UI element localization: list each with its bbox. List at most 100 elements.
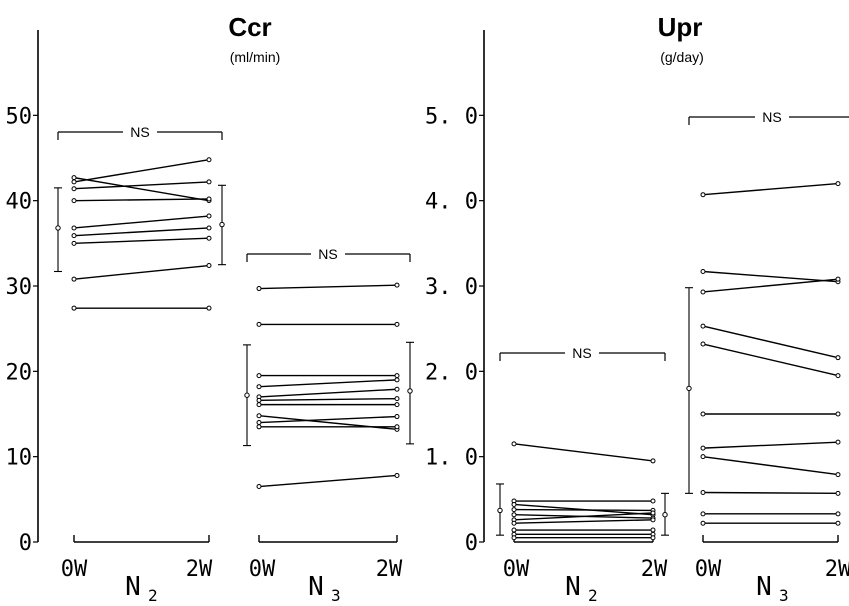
series-segment bbox=[258, 379, 398, 388]
series-line bbox=[71, 196, 212, 204]
y-tick-label: 50 bbox=[6, 104, 33, 129]
data-point bbox=[511, 507, 517, 513]
data-point bbox=[394, 414, 400, 420]
data-point bbox=[700, 323, 706, 329]
data-point bbox=[71, 175, 77, 181]
series-line bbox=[700, 454, 841, 478]
data-point bbox=[700, 192, 706, 198]
y-tick-label: 20 bbox=[6, 360, 33, 385]
data-point bbox=[835, 520, 841, 526]
data-point bbox=[511, 441, 517, 447]
series-line bbox=[700, 323, 841, 361]
series-segment bbox=[513, 508, 654, 512]
error-bar-0w-mean-point bbox=[686, 385, 692, 392]
y-tick-label: 30 bbox=[6, 275, 33, 300]
series-line bbox=[256, 424, 400, 430]
group-label-subscript: 3 bbox=[779, 586, 789, 605]
series-line bbox=[700, 276, 841, 295]
y-tick-label: 3. 0 bbox=[425, 275, 478, 300]
data-point bbox=[256, 321, 262, 327]
data-point bbox=[835, 181, 841, 187]
data-point bbox=[835, 355, 841, 361]
group-label-subscript: 3 bbox=[331, 586, 341, 605]
data-point bbox=[700, 445, 706, 451]
data-point bbox=[71, 276, 77, 282]
series-line bbox=[71, 263, 212, 282]
data-point bbox=[256, 397, 262, 403]
error-bar-0w-mean-point bbox=[244, 392, 250, 398]
series-line bbox=[71, 225, 212, 239]
chart-upr: Upr(g/day)01. 02. 03. 04. 05. 00W 2WN 2NS0… bbox=[425, 12, 849, 605]
significance-label: NS bbox=[130, 124, 149, 140]
chart-title: Upr bbox=[658, 12, 703, 42]
error-bar-2w-mean-point bbox=[219, 221, 225, 228]
series-line bbox=[256, 386, 400, 400]
y-tick-label: 10 bbox=[6, 446, 33, 471]
group-label-subscript: 2 bbox=[588, 586, 598, 605]
data-point bbox=[511, 535, 517, 541]
series-line bbox=[700, 439, 841, 451]
series-segment bbox=[73, 198, 210, 202]
series-segment bbox=[702, 182, 839, 196]
series-segment bbox=[702, 343, 839, 377]
series-line bbox=[256, 282, 400, 292]
series-line bbox=[700, 520, 841, 526]
data-point bbox=[206, 235, 212, 241]
series-segment bbox=[258, 284, 398, 290]
data-point bbox=[650, 510, 656, 516]
x-tick-label: 0W bbox=[249, 557, 276, 582]
y-tick-label: 5. 0 bbox=[425, 104, 478, 129]
data-point bbox=[700, 490, 706, 496]
series-line bbox=[71, 213, 212, 231]
data-point bbox=[835, 411, 841, 417]
data-point bbox=[394, 377, 400, 383]
series-segment bbox=[702, 325, 839, 359]
data-point bbox=[650, 535, 656, 541]
series-segment bbox=[258, 388, 398, 398]
unit-label: (ml/min) bbox=[230, 49, 281, 65]
data-point bbox=[256, 402, 262, 408]
group-label-subscript: 2 bbox=[148, 586, 158, 605]
series-segment bbox=[258, 474, 398, 488]
series-segment bbox=[73, 227, 210, 237]
series-line bbox=[256, 472, 400, 490]
data-point bbox=[394, 386, 400, 392]
data-point bbox=[206, 196, 212, 202]
data-point bbox=[256, 373, 262, 379]
group-n2: 0W 2W N 2 NS bbox=[54, 124, 226, 605]
series-line bbox=[511, 527, 656, 533]
y-tick-label: 4. 0 bbox=[425, 190, 478, 215]
group-label: N bbox=[308, 572, 324, 602]
series-segment bbox=[702, 278, 839, 293]
data-point bbox=[256, 484, 262, 490]
error-bar-0w-mean-point bbox=[497, 507, 503, 514]
y-tick-label: 1. 0 bbox=[425, 446, 478, 471]
series-segment bbox=[258, 415, 398, 424]
series-line bbox=[256, 402, 400, 408]
series-line bbox=[511, 531, 656, 537]
data-point bbox=[511, 512, 517, 518]
data-point bbox=[835, 439, 841, 445]
data-point bbox=[835, 511, 841, 517]
data-point bbox=[650, 527, 656, 533]
data-point bbox=[700, 341, 706, 347]
data-point bbox=[700, 511, 706, 517]
data-point bbox=[256, 413, 262, 419]
series-line bbox=[256, 321, 400, 327]
series-line bbox=[700, 411, 841, 417]
data-point bbox=[206, 305, 212, 311]
series-line bbox=[511, 441, 656, 464]
x-tick-label: 0W bbox=[61, 557, 88, 582]
y-tick-label: 2. 0 bbox=[425, 360, 478, 385]
data-point bbox=[511, 501, 517, 507]
series-segment bbox=[73, 237, 210, 245]
data-point bbox=[700, 411, 706, 417]
data-point bbox=[71, 305, 77, 311]
x-tick-label: 2W bbox=[825, 557, 849, 582]
series-line bbox=[256, 396, 400, 403]
x-tick-label: 2W bbox=[641, 557, 668, 582]
series-line bbox=[511, 510, 656, 523]
series-line bbox=[511, 535, 656, 541]
